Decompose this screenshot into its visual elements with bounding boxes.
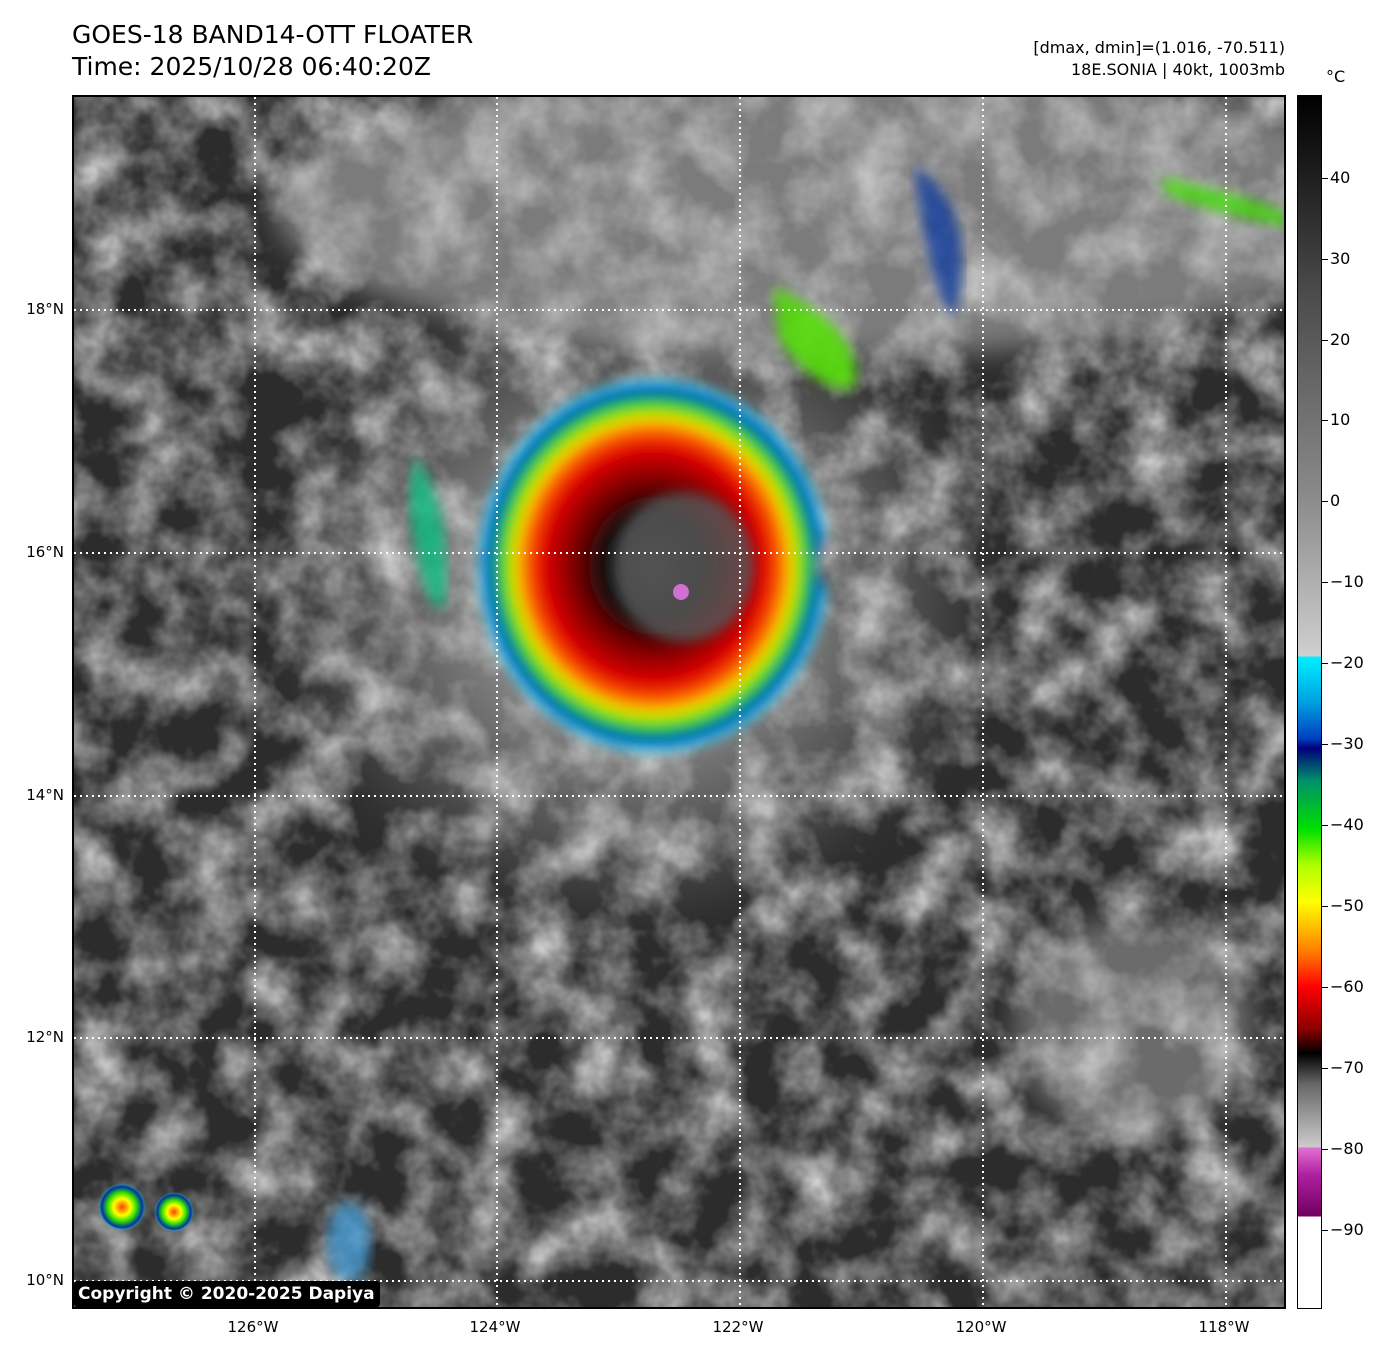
colorbar-tick — [1322, 1230, 1328, 1231]
western-band — [409, 457, 447, 609]
lon-label-122w: 122°W — [712, 1318, 764, 1336]
colorbar-tick — [1322, 340, 1328, 341]
satellite-imagery — [74, 97, 1284, 1307]
storm-eye-region — [614, 492, 754, 642]
northeast-band — [914, 167, 962, 317]
lon-label-118w: 118°W — [1198, 1318, 1250, 1336]
top-right-band — [1164, 177, 1284, 227]
colorbar-tick — [1322, 1149, 1328, 1150]
colorbar-label: −80 — [1330, 1139, 1364, 1158]
colorbar-label: −40 — [1330, 815, 1364, 834]
colorbar-tick — [1322, 744, 1328, 745]
overshooting-top — [673, 584, 689, 600]
satellite-map — [72, 95, 1286, 1309]
colorbar-tick — [1322, 501, 1328, 502]
lower-right-clouds — [1014, 917, 1254, 1137]
colorbar-label: 20 — [1330, 330, 1351, 349]
colorbar-label: −90 — [1330, 1220, 1364, 1239]
lon-label-120w: 120°W — [955, 1318, 1007, 1336]
lat-label-16n: 16°N — [26, 543, 64, 561]
small-cell-2 — [154, 1192, 194, 1232]
small-cell-1 — [98, 1183, 146, 1231]
colorbar-label: 40 — [1330, 168, 1351, 187]
colorbar-tick — [1322, 420, 1328, 421]
title: GOES-18 BAND14-OTT FLOATER — [72, 20, 474, 49]
colorbar-tick — [1322, 582, 1328, 583]
graticule — [74, 97, 1284, 1307]
colorbar — [1297, 95, 1322, 1309]
storm-info: 18E.SONIA | 40kt, 1003mb — [1070, 60, 1285, 79]
dmax-dmin-readout: [dmax, dmin]=(1.016, -70.511) — [1033, 38, 1285, 57]
lat-label-18n: 18°N — [26, 300, 64, 318]
colorbar-unit: °C — [1326, 67, 1346, 86]
colorbar-tick — [1322, 906, 1328, 907]
time-stamp: Time: 2025/10/28 06:40:20Z — [72, 52, 431, 81]
colorbar-tick — [1322, 178, 1328, 179]
copyright-label: Copyright © 2020-2025 Dapiya — [74, 1281, 380, 1307]
colorbar-label: −70 — [1330, 1058, 1364, 1077]
colorbar-tick — [1322, 259, 1328, 260]
colorbar-label: 10 — [1330, 410, 1351, 429]
lon-label-124w: 124°W — [469, 1318, 521, 1336]
northern-band — [774, 287, 856, 389]
cyan-cloud-patch — [327, 1202, 371, 1282]
colorbar-label: −10 — [1330, 572, 1364, 591]
colorbar-label: 0 — [1330, 491, 1341, 510]
colorbar-tick — [1322, 1068, 1328, 1069]
lat-label-14n: 14°N — [26, 786, 64, 804]
lat-label-12n: 12°N — [26, 1028, 64, 1046]
colorbar-label: −30 — [1330, 734, 1364, 753]
colorbar-tick — [1322, 987, 1328, 988]
lat-label-10n: 10°N — [26, 1271, 64, 1289]
colorbar-label: −20 — [1330, 653, 1364, 672]
colorbar-label: 30 — [1330, 249, 1351, 268]
colorbar-label: −50 — [1330, 896, 1364, 915]
colorbar-tick — [1322, 825, 1328, 826]
lon-label-126w: 126°W — [227, 1318, 279, 1336]
colorbar-label: −60 — [1330, 977, 1364, 996]
colorbar-tick — [1322, 663, 1328, 664]
